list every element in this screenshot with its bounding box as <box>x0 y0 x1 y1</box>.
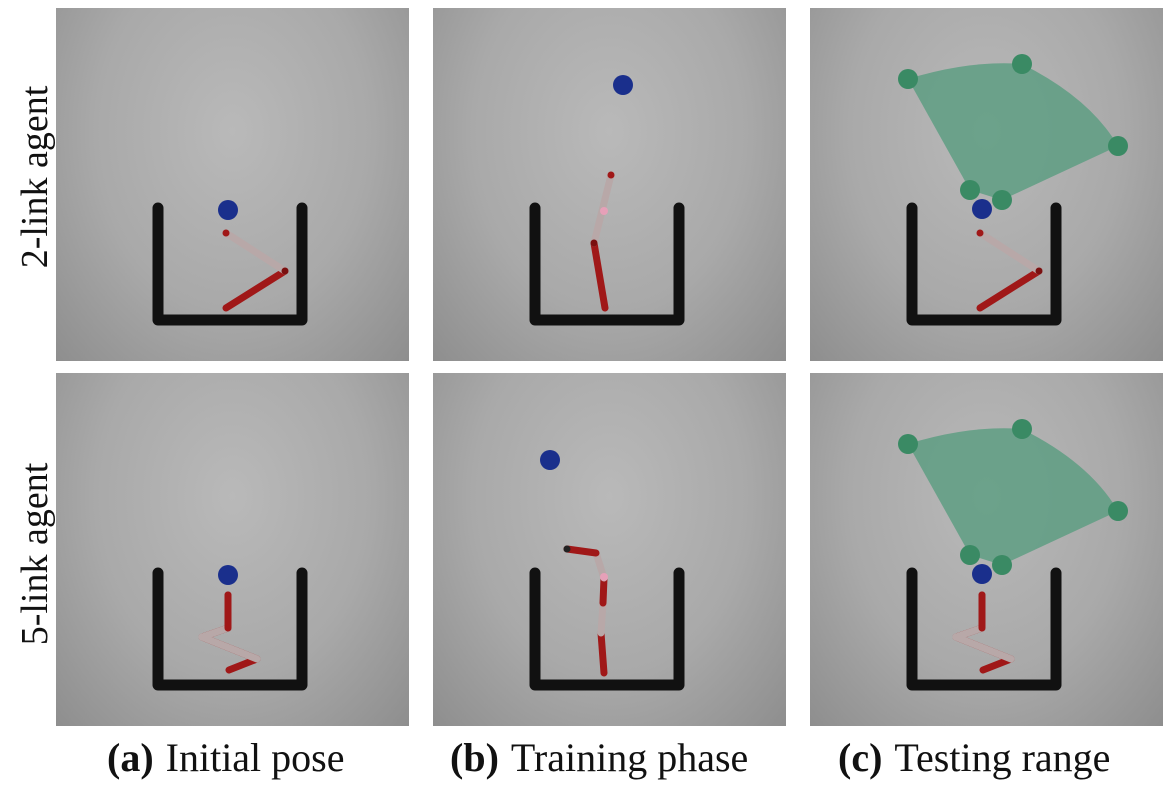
row-label-5-link: 5-link agent <box>14 462 56 646</box>
row-label-2-link: 2-link agent <box>14 85 56 269</box>
caption-c-letter: (c) <box>838 735 883 780</box>
target-ball <box>972 199 992 219</box>
cup <box>529 567 685 691</box>
tip-marker <box>600 573 608 581</box>
link-grey-b <box>198 624 232 641</box>
panel-5link-initial-pose <box>56 373 409 726</box>
link-1 <box>597 629 608 677</box>
panel-5link-training-phase <box>433 373 786 726</box>
target-ball <box>972 564 992 584</box>
joint <box>1035 267 1043 275</box>
range-ball <box>1012 54 1032 74</box>
panel-5link-testing-range <box>810 373 1163 726</box>
link-1 <box>590 239 609 312</box>
target-ball <box>218 200 238 220</box>
joint <box>590 239 598 247</box>
tip <box>563 545 571 553</box>
caption-c: (c) Testing range <box>838 734 1110 781</box>
target-ball <box>218 565 238 585</box>
caption-b-letter: (b) <box>450 735 499 780</box>
range-ball <box>1012 419 1032 439</box>
target-ball <box>613 75 633 95</box>
testing-range-region <box>908 63 1118 200</box>
testing-range-region <box>908 428 1118 565</box>
panel-2link-testing-range <box>810 8 1163 361</box>
target-ball <box>540 450 560 470</box>
link-grey-a <box>952 633 1015 663</box>
panel-2link-initial-pose <box>56 8 409 361</box>
link-grey-a <box>198 633 261 663</box>
range-ball <box>898 434 918 454</box>
caption-b: (b) Training phase <box>450 734 748 781</box>
caption-a-letter: (a) <box>107 735 154 780</box>
cup <box>906 567 1062 691</box>
cup <box>152 567 308 691</box>
caption-b-text: Training phase <box>510 735 749 780</box>
link-2 <box>597 599 607 637</box>
caption-c-text: Testing range <box>894 735 1111 780</box>
tip <box>607 171 615 179</box>
link-1 <box>222 267 289 312</box>
range-ball <box>960 180 980 200</box>
caption-a-text: Initial pose <box>165 735 345 780</box>
link-2 <box>976 229 1043 275</box>
tip <box>224 591 232 599</box>
range-ball <box>1108 136 1128 156</box>
tip <box>978 591 986 599</box>
range-ball <box>898 69 918 89</box>
tip-marker <box>600 207 608 215</box>
link-3 <box>599 574 608 607</box>
cup <box>906 202 1062 326</box>
link-2 <box>222 229 289 275</box>
caption-a: (a) Initial pose <box>107 734 345 781</box>
cup <box>152 202 308 326</box>
panel-2link-training-phase <box>433 8 786 361</box>
range-ball <box>960 545 980 565</box>
tip <box>222 229 230 237</box>
joint <box>281 267 289 275</box>
range-ball <box>992 555 1012 575</box>
range-ball <box>1108 501 1128 521</box>
range-ball <box>992 190 1012 210</box>
link-5 <box>563 545 600 557</box>
tip <box>976 229 984 237</box>
link-grey-b <box>952 624 986 641</box>
link-1 <box>976 267 1043 312</box>
cup <box>529 202 685 326</box>
